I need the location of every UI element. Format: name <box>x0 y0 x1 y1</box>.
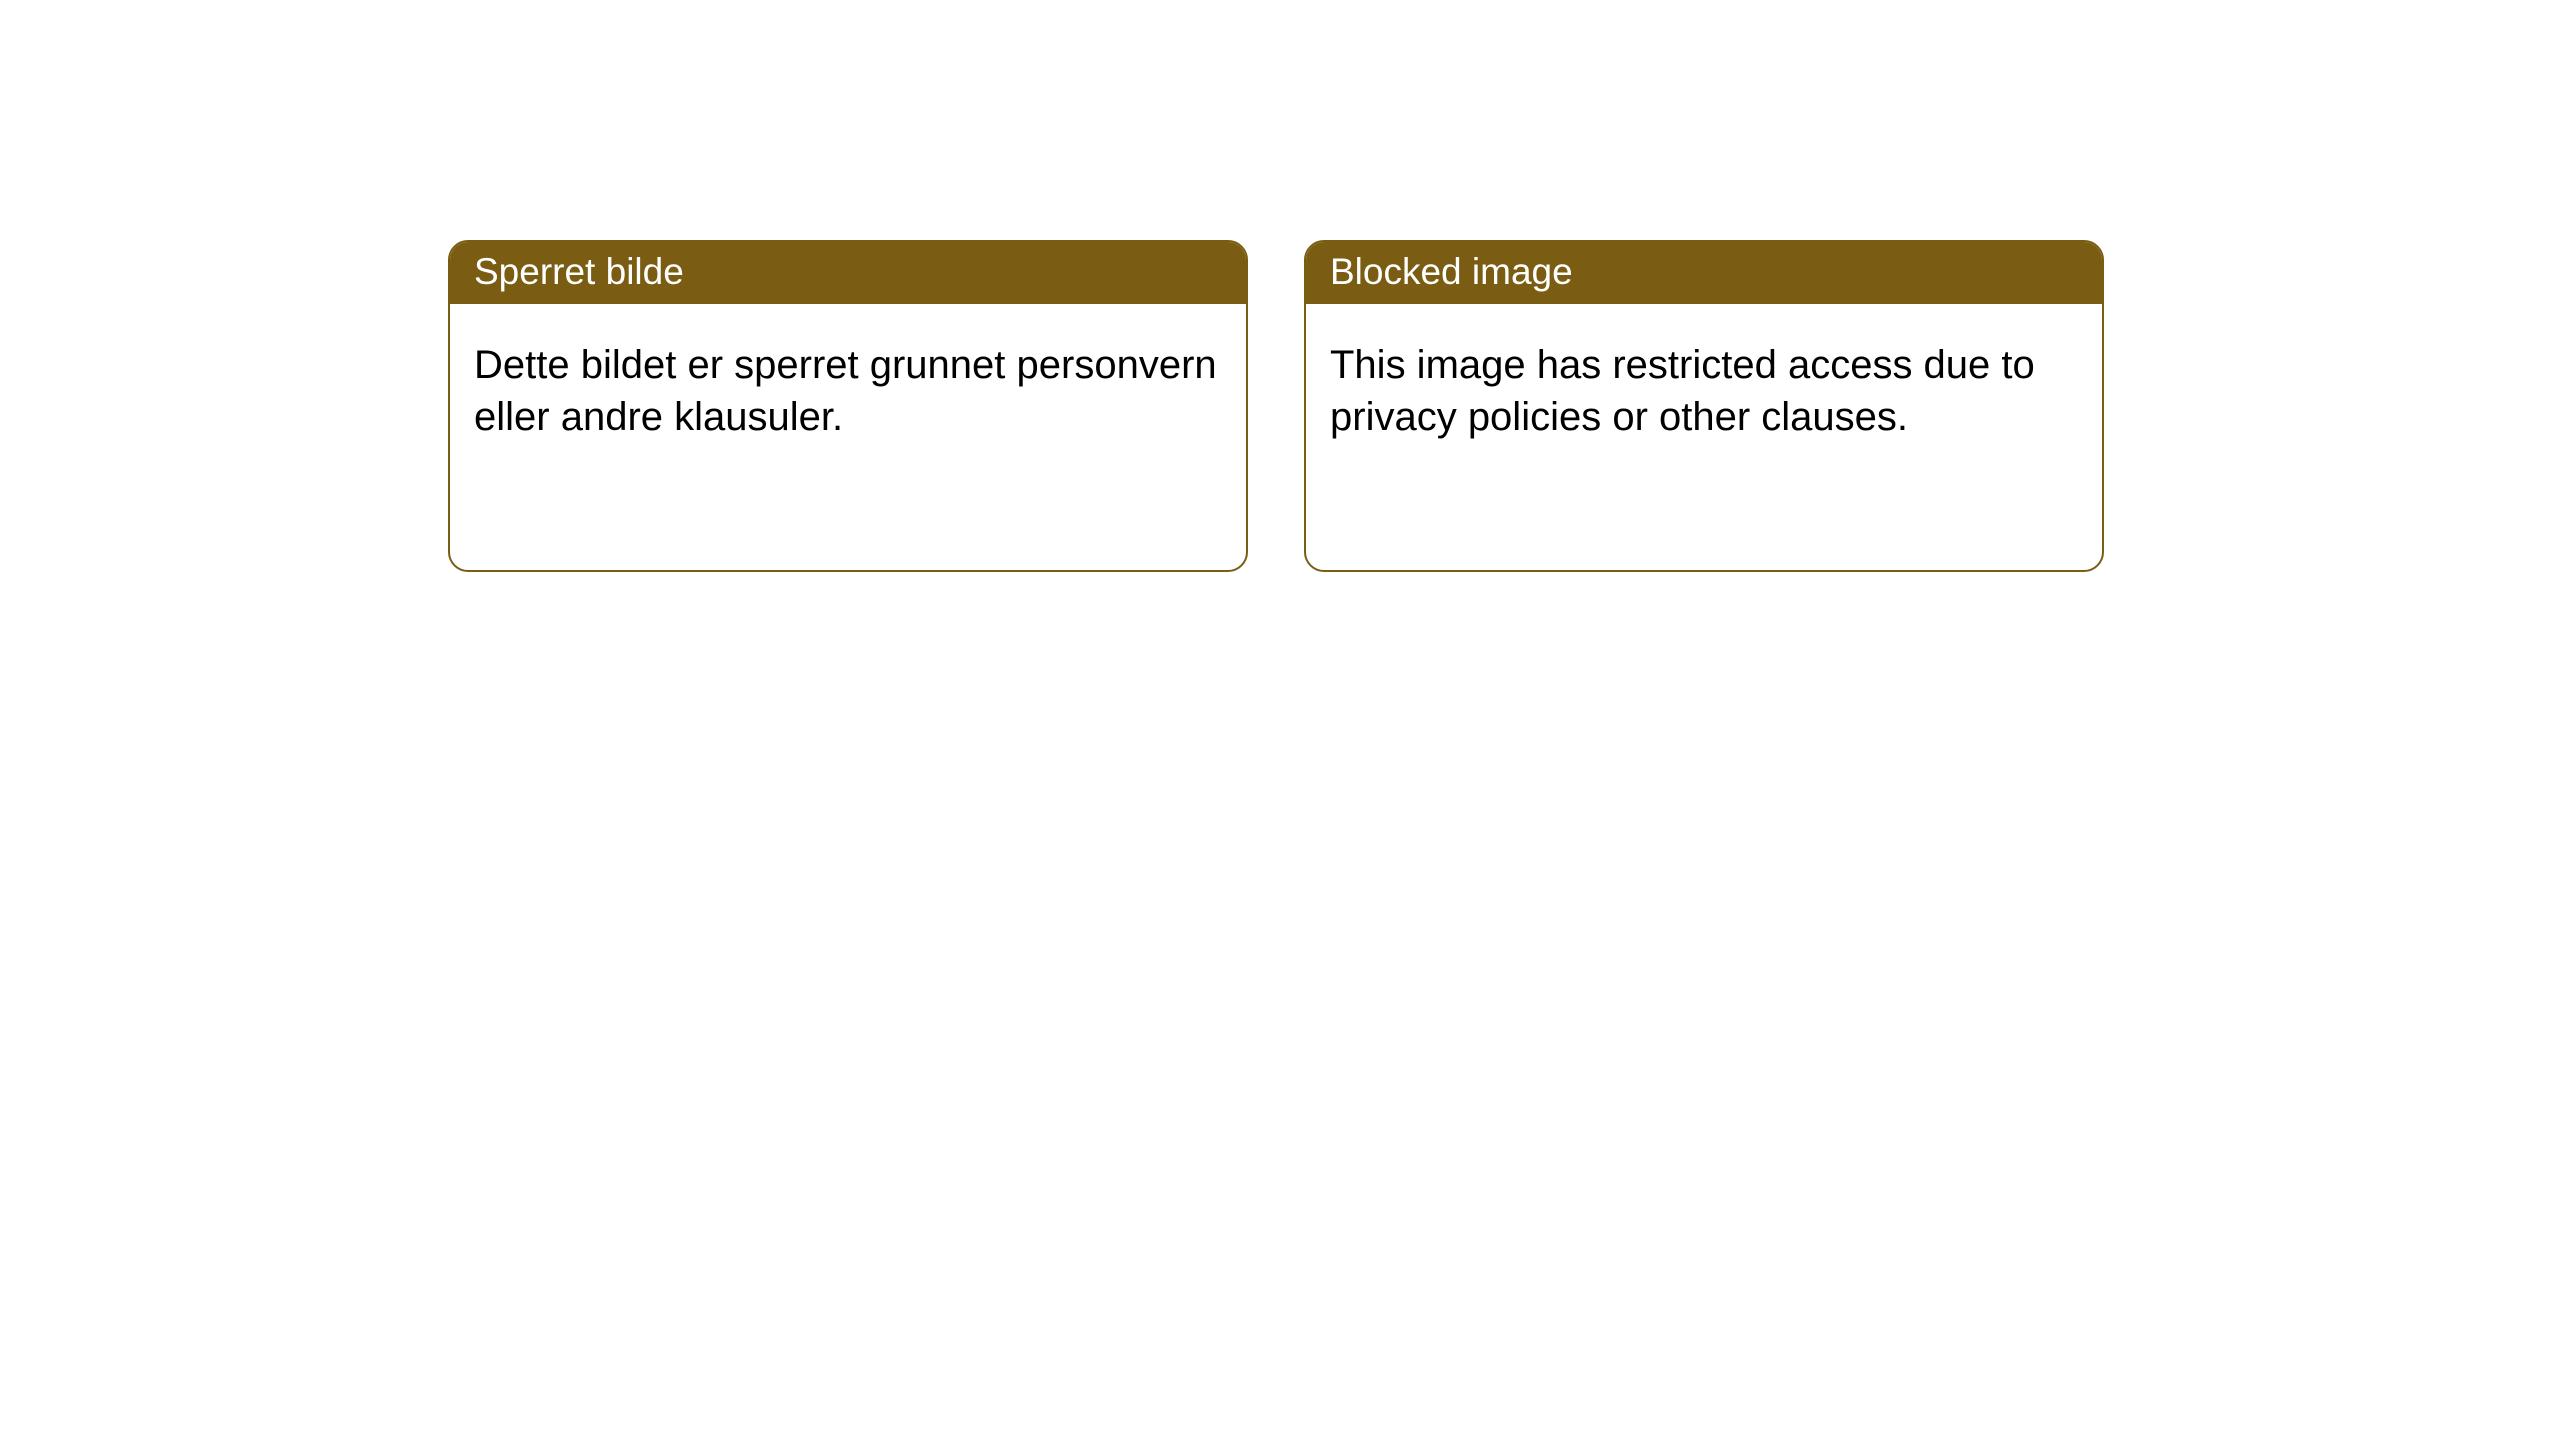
card-message: This image has restricted access due to … <box>1330 343 2035 438</box>
card-title: Sperret bilde <box>474 251 684 292</box>
card-message: Dette bildet er sperret grunnet personve… <box>474 343 1217 438</box>
blocked-image-card-english: Blocked image This image has restricted … <box>1304 240 2104 572</box>
card-header: Sperret bilde <box>450 242 1246 304</box>
blocked-image-card-norwegian: Sperret bilde Dette bildet er sperret gr… <box>448 240 1248 572</box>
card-header: Blocked image <box>1306 242 2102 304</box>
card-body: This image has restricted access due to … <box>1306 304 2102 466</box>
notice-container: Sperret bilde Dette bildet er sperret gr… <box>448 240 2104 572</box>
card-title: Blocked image <box>1330 251 1573 292</box>
card-body: Dette bildet er sperret grunnet personve… <box>450 304 1246 466</box>
